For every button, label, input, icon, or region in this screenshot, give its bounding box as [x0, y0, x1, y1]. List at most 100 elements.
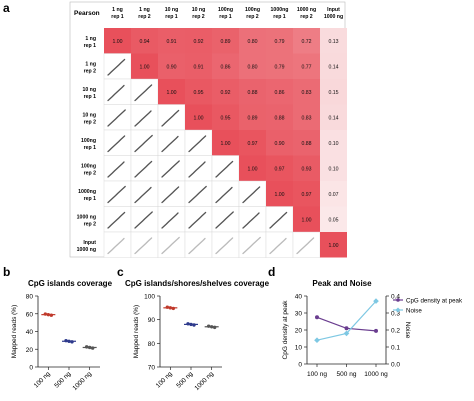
heatmap-cell-value: 0.72: [301, 39, 311, 45]
scatter-cloud: [161, 109, 180, 127]
heatmap-cell: [239, 53, 266, 79]
heatmap-cell-value: 0.80: [247, 64, 257, 70]
heatmap-cell: [293, 53, 320, 79]
data-point: [168, 306, 173, 310]
data-point: [212, 325, 217, 330]
row-label-line1: 100ng: [81, 138, 96, 144]
col-label-line2: rep 1: [273, 14, 286, 20]
scatter-cloud: [215, 237, 234, 255]
data-point: [84, 345, 89, 349]
heatmap-cell: [212, 79, 239, 105]
heatmap-cell-value: 1.00: [139, 64, 149, 70]
series-point: [314, 337, 320, 344]
scatter-cloud: [134, 110, 152, 127]
heatmap-cell-value: 1.00: [193, 115, 203, 121]
heatmap-cell: [266, 53, 293, 79]
heatmap-cell: [158, 79, 185, 105]
heatmap-cell: [266, 104, 293, 130]
heatmap-cell: [293, 155, 320, 181]
heatmap-cell: [212, 28, 239, 54]
heatmap-cell-value: 0.80: [247, 39, 257, 45]
scatter-cloud: [107, 58, 126, 76]
heatmap-cell-value: 0.91: [166, 39, 176, 45]
panel-letter-d: d: [268, 265, 275, 279]
col-label-line1: 1000 ng: [297, 7, 316, 13]
data-point: [171, 306, 176, 311]
y-tick-label: 100: [144, 294, 155, 301]
heatmap-cell-value: 0.07: [328, 192, 338, 198]
heatmap-cell-value: 0.83: [301, 90, 311, 96]
heatmap-cell: [320, 206, 347, 232]
heatmap-cell-value: 0.94: [139, 39, 149, 45]
series-point: [374, 328, 378, 333]
heatmap-cell-value: 0.88: [247, 90, 257, 96]
heatmap-cell-value: 0.89: [220, 39, 230, 45]
heatmap-cell: [266, 130, 293, 156]
scatter-cloud: [269, 211, 288, 229]
y-tick-label-left: 20: [295, 328, 303, 335]
heatmap-cell: [293, 181, 320, 207]
row-label-line1: 10 ng: [82, 112, 96, 118]
series-point: [373, 298, 379, 304]
heatmap-cell-value: 0.92: [193, 39, 203, 45]
heatmap-cell-value: 0.10: [328, 141, 338, 147]
heatmap-cell: [320, 53, 347, 79]
heatmap-cell: [239, 28, 266, 54]
chart-c-title: CpG islands/shores/shelves coverage: [125, 279, 270, 288]
row-label-line1: Input: [83, 240, 96, 246]
data-point: [87, 345, 92, 350]
heatmap-cell: [158, 53, 185, 79]
y-tick-label-left: 0: [298, 362, 302, 369]
heatmap-cell-value: 0.86: [220, 64, 230, 70]
y-axis-label: Mapped reads (%): [11, 305, 18, 358]
scatter-cloud: [269, 237, 287, 255]
y-tick-label-right: 0.3: [391, 311, 400, 318]
scatter-cloud: [161, 186, 180, 204]
heatmap-cell-value: 1.00: [112, 39, 122, 45]
col-label-line1: 10 ng: [192, 7, 206, 13]
heatmap-cell-value: 0.86: [274, 90, 284, 96]
x-tick-label: 500 ng: [337, 371, 357, 378]
scatter-cloud: [242, 212, 260, 229]
heatmap-cell: [239, 104, 266, 130]
correlation-matrix: Pearson 1 ng rep 1 1 ng rep 2 10 ng rep 1 10 n…: [69, 1, 347, 258]
col-label-line1: 10 ng: [165, 7, 179, 13]
heatmap-cell: [320, 28, 347, 54]
series-point: [315, 315, 319, 320]
row-label-line2: rep 1: [84, 94, 97, 100]
y-tick-label: 40: [26, 329, 34, 336]
col-label-line1: 100ng: [245, 7, 260, 13]
heatmap-cell: [320, 181, 347, 207]
panel-letter-c: c: [117, 265, 124, 279]
y-tick-label: 80: [148, 341, 156, 348]
legend-label: Noise: [406, 307, 422, 314]
corner-label: Pearson: [74, 10, 100, 17]
row-label-line2: rep 2: [84, 170, 97, 176]
scatter-cloud: [215, 186, 233, 204]
scatter-cloud: [134, 160, 153, 178]
col-label-line1: Input: [327, 7, 340, 13]
data-point: [189, 322, 193, 327]
y-tick-label-left: 30: [295, 311, 303, 318]
row-label-line2: rep 2: [84, 221, 97, 227]
heatmap-cell-value: 1.00: [166, 90, 176, 96]
heatmap-cell: [185, 104, 212, 130]
col-label-line1: 1 ng: [139, 7, 150, 13]
x-tick-label: 500 ng: [53, 370, 72, 389]
data-point: [46, 312, 51, 317]
chart-b-title: CpG islands coverage: [28, 279, 113, 288]
heatmap-cell-value: 0.79: [274, 64, 284, 70]
data-point: [165, 305, 170, 309]
y-tick-label-right: 0.2: [391, 328, 400, 335]
cpg-shores-shelves-coverage-chart: CpG islands/shores/shelves coverage 70 80…: [125, 279, 270, 392]
heatmap-cell: [293, 104, 320, 130]
row-label-line2: rep 1: [84, 145, 97, 151]
row-label-line1: 1 ng: [85, 36, 96, 42]
heatmap-cell-value: 0.92: [220, 90, 230, 96]
data-point: [64, 338, 68, 343]
data-point: [206, 324, 211, 328]
scatter-cloud: [107, 237, 125, 255]
scatter-cloud: [242, 236, 261, 255]
chart-d-title: Peak and Noise: [312, 279, 372, 288]
scatter-cloud: [161, 212, 179, 229]
